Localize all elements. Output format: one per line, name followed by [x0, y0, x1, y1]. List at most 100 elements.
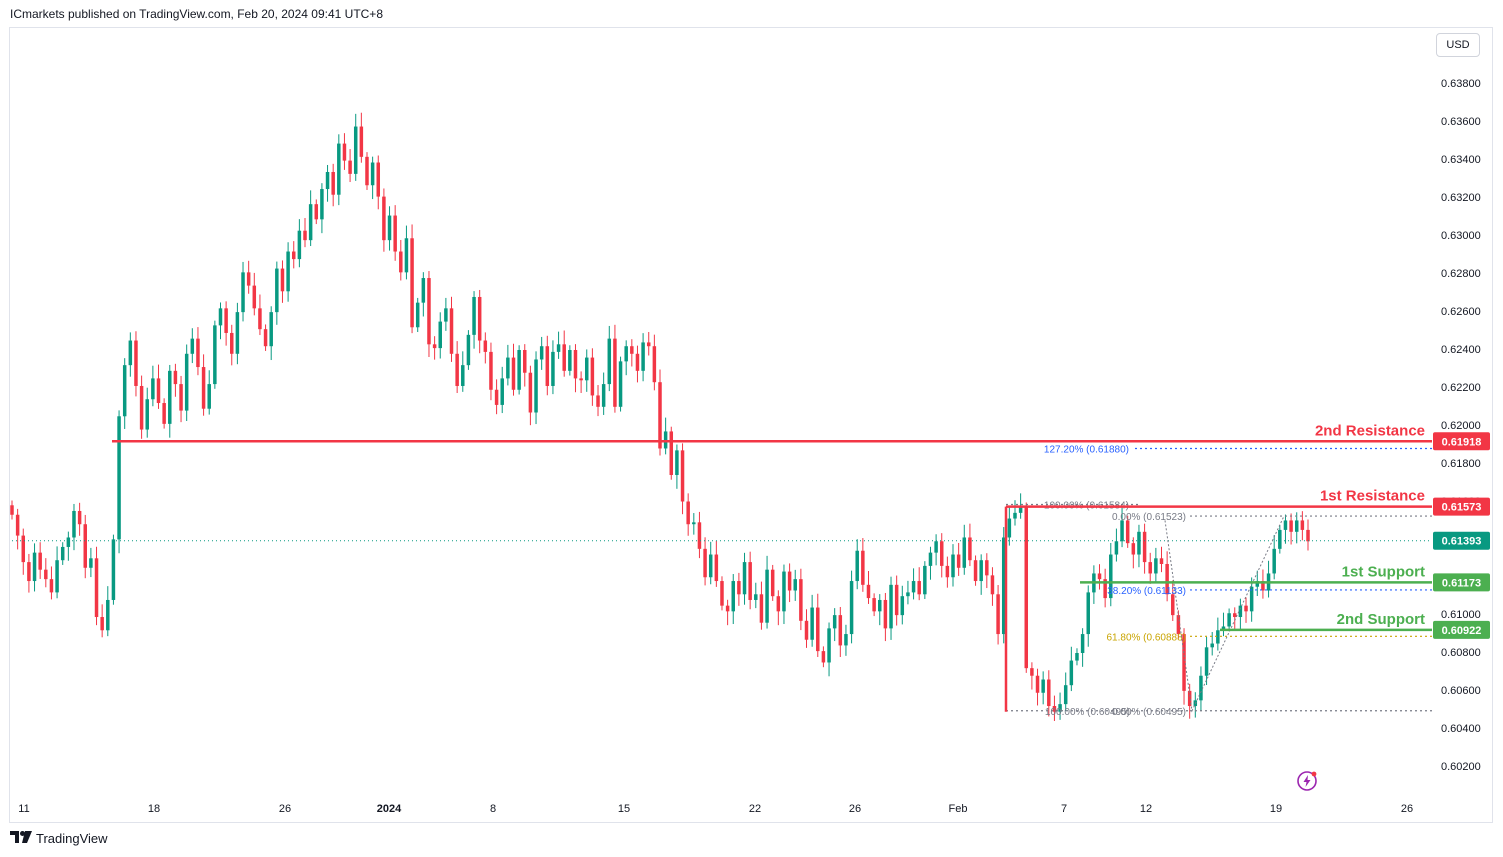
price-axis[interactable]: 0.63800 0.63600 0.63400 0.63200 0.63000 0.628…	[1433, 78, 1490, 773]
fib-level-label: 100.00% (0.60495)	[1045, 707, 1130, 718]
candle	[1171, 580, 1175, 621]
time-tick-label: 8	[490, 803, 496, 815]
candle	[1069, 646, 1074, 692]
price-tick-label: 0.60200	[1441, 761, 1481, 773]
candle-body	[111, 539, 116, 600]
candle	[956, 542, 961, 576]
candle	[365, 152, 369, 190]
candle-body	[314, 204, 319, 220]
candle	[106, 586, 110, 637]
candle-body	[539, 346, 544, 360]
candle-body	[472, 296, 476, 335]
lightning-icon[interactable]	[1296, 770, 1318, 792]
footer-brand[interactable]: TradingView	[10, 831, 108, 846]
candle	[184, 344, 189, 422]
candle	[427, 271, 431, 358]
candle	[241, 261, 245, 322]
candle-body	[1289, 520, 1293, 532]
candle	[635, 345, 640, 383]
candle-body	[1063, 685, 1068, 705]
fib-level-label: 127.20% (0.61880)	[1044, 444, 1129, 455]
candle	[539, 336, 544, 370]
candle-body	[731, 581, 735, 612]
candle-body	[49, 579, 54, 593]
candle-body	[184, 353, 189, 411]
candle-body	[122, 365, 127, 417]
candle-body	[1154, 558, 1158, 574]
fib-level-label: 61.80% (0.60888)	[1106, 632, 1186, 643]
candle	[494, 379, 499, 415]
candle-body	[494, 389, 499, 405]
candle	[624, 340, 628, 376]
candle	[89, 547, 93, 578]
candle	[55, 546, 59, 599]
level-name-label: 1st Support	[1342, 563, 1425, 580]
candle-body	[235, 312, 240, 354]
candle-body	[911, 581, 916, 593]
candle-body	[145, 399, 149, 430]
candle	[500, 366, 504, 414]
candle-body	[624, 346, 628, 362]
candle-body	[1007, 518, 1012, 538]
candle-body	[258, 308, 262, 330]
publisher-caption: ICmarkets published on TradingView.com, …	[10, 7, 383, 21]
candle	[399, 239, 403, 281]
candle-body	[410, 238, 414, 328]
candle-body	[1013, 512, 1017, 519]
candle-body	[1294, 520, 1299, 532]
candle-body	[765, 569, 769, 623]
candle-body	[291, 251, 296, 260]
candle	[325, 164, 330, 202]
candle-body	[1182, 634, 1186, 691]
candle-body	[461, 365, 465, 386]
candle-body	[601, 384, 606, 407]
candle-body	[742, 562, 747, 595]
candle	[1238, 598, 1243, 630]
candle-body	[900, 596, 905, 616]
candle-body	[686, 501, 690, 525]
candle-body	[917, 581, 921, 595]
candle	[1148, 552, 1152, 584]
candle	[472, 291, 476, 349]
footer-brand-label: TradingView	[36, 831, 108, 846]
candle-body	[353, 126, 358, 174]
time-tick-label: 22	[749, 803, 761, 815]
candle-body	[196, 338, 200, 368]
candle	[945, 556, 950, 588]
candle-body	[551, 351, 555, 386]
time-tick-label: 26	[849, 803, 861, 815]
candle-body	[500, 378, 504, 405]
time-axis[interactable]: 11 18 26 2024 8 15 22 26 Feb 7 12 19 26	[18, 803, 1413, 815]
candle-body	[387, 215, 392, 241]
current-price-tag	[1433, 531, 1490, 550]
candle-body	[889, 584, 893, 629]
candle-body	[162, 403, 166, 424]
candle-body	[27, 562, 31, 582]
price-tag-label: 0.61918	[1442, 436, 1482, 448]
candle-body	[804, 620, 809, 640]
candle-body	[38, 552, 42, 570]
candle-body	[1097, 573, 1102, 580]
candle	[1103, 568, 1107, 608]
candle	[291, 241, 296, 269]
candle	[1278, 525, 1282, 554]
candle-body	[15, 514, 20, 536]
candle	[348, 149, 352, 183]
candle	[985, 553, 989, 589]
candle-body	[630, 346, 634, 354]
candle-body	[297, 230, 302, 260]
candle-body	[213, 325, 217, 385]
candle	[1013, 500, 1017, 526]
candle-body	[303, 230, 307, 241]
candle	[331, 163, 335, 207]
candle-body	[72, 510, 76, 538]
candle-body	[979, 560, 983, 582]
candle-body	[697, 522, 702, 549]
candle	[1041, 671, 1045, 705]
candle	[607, 325, 612, 392]
candle-body	[449, 308, 454, 354]
candle-body	[968, 537, 972, 561]
currency-button[interactable]: USD	[1436, 33, 1480, 57]
candle	[60, 542, 65, 565]
